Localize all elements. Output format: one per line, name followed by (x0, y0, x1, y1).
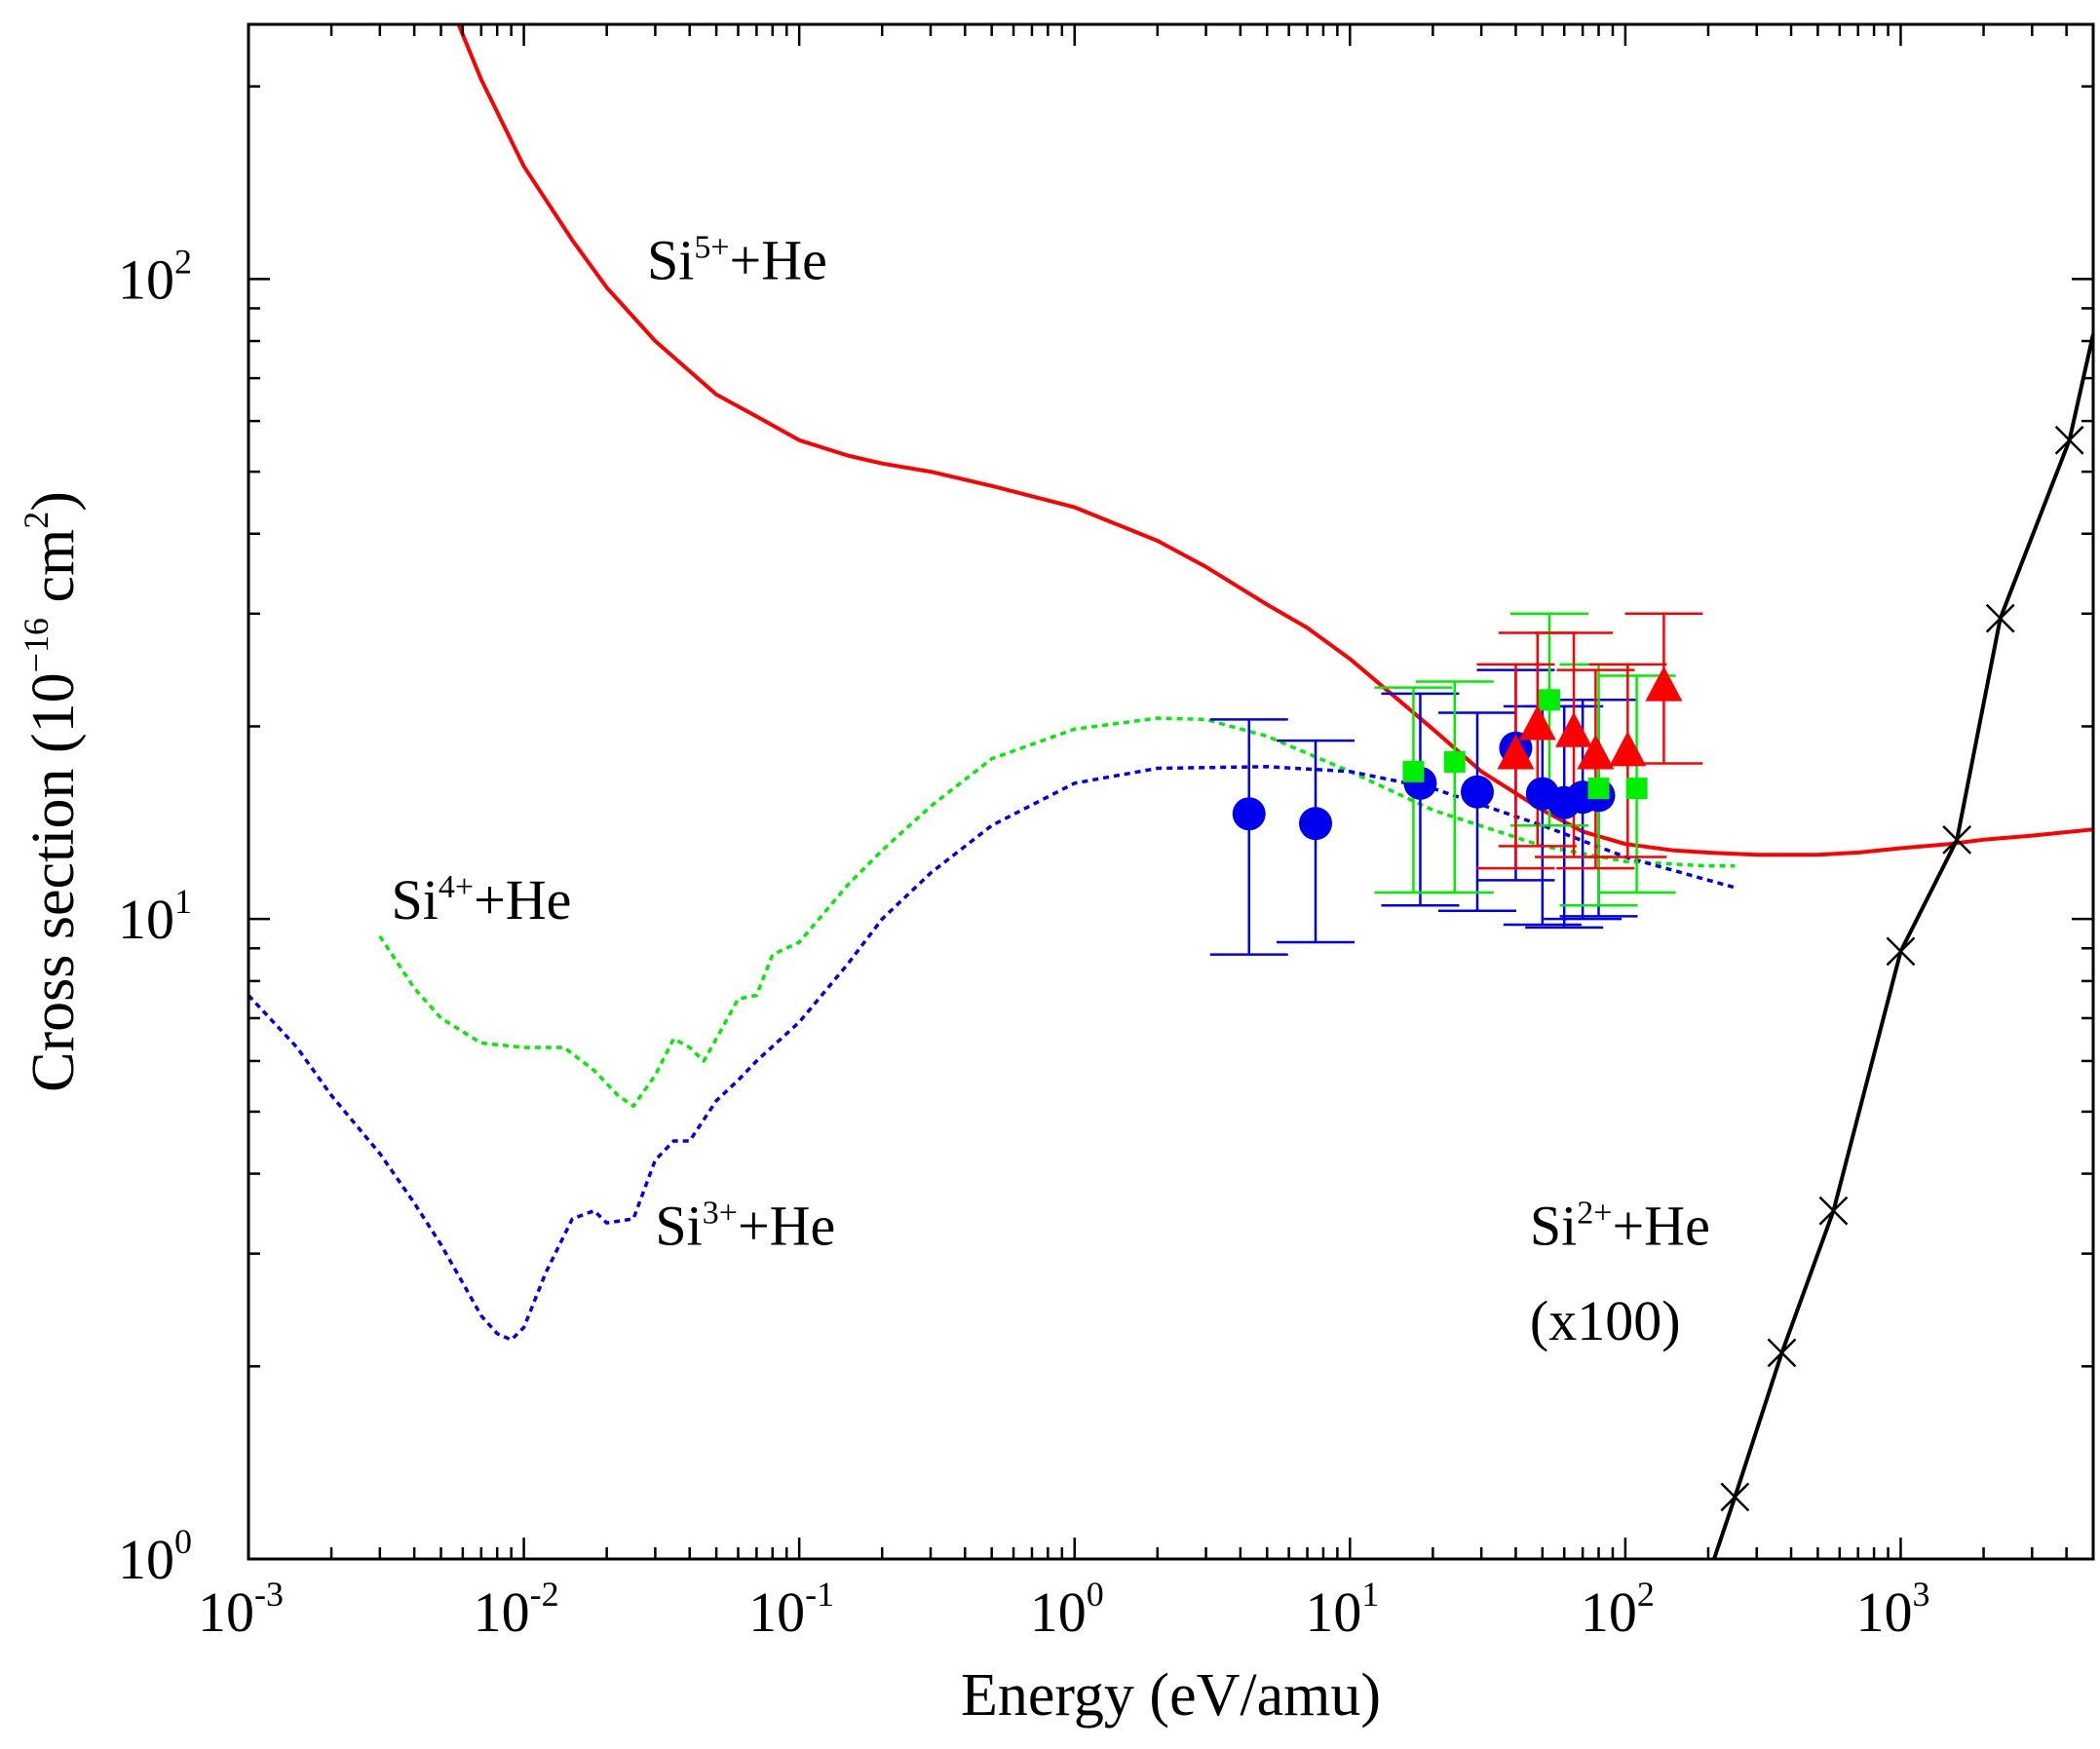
si3-experiment-point (1460, 775, 1494, 809)
curve-si2-he-x100 (1711, 333, 2093, 1559)
x-tick-label: 100 (1030, 1575, 1104, 1644)
curve-si4-he-theory (378, 716, 1736, 1109)
si2-x-marker (1767, 1338, 1797, 1368)
y-tick-label: 101 (118, 882, 192, 951)
si5-experiment-point (1577, 734, 1615, 770)
curve-annotations: Si5++He Si4++He Si3++He Si2++He (x100) (392, 228, 1710, 1352)
si5-experiment-point (1555, 711, 1593, 747)
si4-experiment-point (1587, 778, 1610, 800)
y-title-exponent: −16 (17, 618, 56, 672)
si5-experiment-point (1645, 665, 1683, 702)
si2-x-marker (1720, 1482, 1750, 1512)
y-title-suffix: ) (20, 491, 87, 512)
x-tick-label: 103 (1855, 1575, 1929, 1644)
y-title-middle: cm (20, 529, 87, 618)
si3-experiment-point (1232, 797, 1266, 831)
si2-x-marker (1985, 603, 2015, 633)
si2-x-marker (2054, 425, 2084, 455)
si3-experiment-point (1299, 807, 1333, 841)
annotation-si4-he: Si4++He (392, 868, 572, 932)
x-axis-title: Energy (eV/amu) (961, 1662, 1381, 1729)
y-tick-labels: 100 101 102 (118, 242, 192, 1591)
si4-experiment-point (1402, 760, 1425, 782)
x-tick-label: 10-3 (198, 1575, 284, 1644)
plot-frame (247, 22, 2095, 1561)
y-tick-label: 100 (118, 1522, 192, 1591)
x-tick-label: 101 (1305, 1575, 1379, 1644)
x-tick-label: 10-2 (474, 1575, 559, 1644)
annotation-si3-he: Si3++He (655, 1194, 835, 1257)
y-title-prefix: Cross section (10 (20, 672, 87, 1092)
y-tick-label: 102 (118, 242, 192, 311)
si5-experiment-point (1518, 704, 1556, 741)
si2-x-marker (1886, 936, 1916, 967)
x-tick-label: 102 (1581, 1575, 1655, 1644)
curve-si5-he-theory (456, 24, 2093, 857)
theory-curves (248, 24, 2093, 1559)
si2-x-marker (1942, 824, 1972, 855)
x-tick-labels: 10-3 10-2 10-1 100 101 102 103 (198, 1575, 1929, 1644)
experiment-points (1209, 612, 1703, 956)
si5-experiment-point (1497, 734, 1535, 770)
annotation-si5-he: Si5++He (647, 228, 827, 291)
y-axis-title: Cross section (10−16 cm2) (17, 491, 87, 1092)
si5-experiment-point (1609, 731, 1647, 767)
si4-experiment-point (1443, 750, 1466, 773)
x-tick-label: 10-1 (748, 1575, 834, 1644)
si2-markers (1720, 425, 2084, 1512)
axis-ticks (247, 24, 2095, 1561)
si2-x-marker (1818, 1196, 1849, 1226)
annotation-si2-he: Si2++He (1530, 1194, 1710, 1257)
si4-experiment-point (1625, 778, 1648, 800)
y-title-exponent2: 2 (17, 512, 56, 529)
si4-experiment-point (1538, 689, 1560, 711)
annotation-x100: (x100) (1530, 1289, 1681, 1352)
curve-si3-he-theory (248, 765, 1736, 1342)
